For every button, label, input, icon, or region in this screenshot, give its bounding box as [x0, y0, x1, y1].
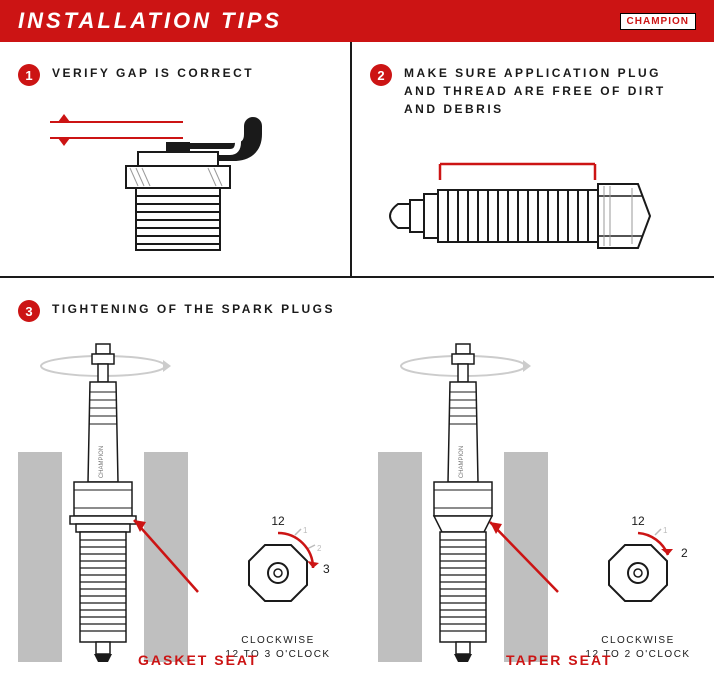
- step-1-panel: 1 VERIFY GAP IS CORRECT: [0, 42, 352, 276]
- step-3-badge: 3: [18, 300, 40, 322]
- gasket-dial: 12 3 1 2 CLOCKWISE 12: [218, 513, 338, 662]
- dial-2-label: 2: [681, 546, 688, 560]
- dial-3-label: 3: [323, 562, 330, 576]
- gasket-plug-svg: CHAMPION: [18, 342, 208, 662]
- taper-dial-svg: 12 2 1: [583, 513, 693, 623]
- step-2-panel: 2 MAKE SURE APPLICATION PLUG AND THREAD …: [352, 42, 714, 276]
- page-title: INSTALLATION TIPS: [18, 8, 282, 34]
- taper-seat-label: TAPER SEAT: [506, 652, 613, 668]
- gasket-dial-svg: 12 3 1 2: [223, 513, 333, 623]
- dial-12-label: 12: [271, 514, 285, 528]
- dial-12-label-r: 12: [631, 514, 645, 528]
- header-bar: INSTALLATION TIPS CHAMPION: [0, 0, 714, 42]
- step-3-panel: 3 TIGHTENING OF THE SPARK PLUGS: [0, 278, 714, 698]
- gap-svg: [18, 104, 334, 264]
- step-2-text: MAKE SURE APPLICATION PLUG AND THREAD AR…: [404, 64, 696, 118]
- top-row: 1 VERIFY GAP IS CORRECT: [0, 42, 714, 278]
- brand-logo: CHAMPION: [620, 13, 696, 30]
- svg-text:CHAMPION: CHAMPION: [459, 446, 465, 478]
- thread-diagram: [370, 146, 696, 291]
- step-2-head: 2 MAKE SURE APPLICATION PLUG AND THREAD …: [370, 64, 696, 118]
- thread-svg: [370, 146, 690, 286]
- svg-text:1: 1: [663, 526, 668, 535]
- step-1-head: 1 VERIFY GAP IS CORRECT: [18, 64, 332, 86]
- svg-text:CHAMPION: CHAMPION: [99, 446, 105, 478]
- step-3-text: TIGHTENING OF THE SPARK PLUGS: [52, 300, 335, 318]
- step-2-badge: 2: [370, 64, 392, 86]
- taper-clock-l1: CLOCKWISE: [578, 634, 698, 648]
- step-1-text: VERIFY GAP IS CORRECT: [52, 64, 254, 82]
- taper-dial: 12 2 1 CLOCKWISE 12 TO 2 O'CLOCK: [578, 513, 698, 662]
- taper-column: CHAMPION: [378, 342, 698, 662]
- gasket-clock-l1: CLOCKWISE: [218, 634, 338, 648]
- svg-text:2: 2: [317, 544, 322, 553]
- step-1-badge: 1: [18, 64, 40, 86]
- gasket-seat-label: GASKET SEAT: [138, 652, 259, 668]
- plugs-row: CHAMPION: [18, 342, 696, 662]
- step-3-head: 3 TIGHTENING OF THE SPARK PLUGS: [18, 300, 696, 322]
- taper-plug-svg: CHAMPION: [378, 342, 568, 662]
- gasket-column: CHAMPION: [18, 342, 338, 662]
- gap-diagram: [18, 104, 332, 269]
- svg-text:1: 1: [303, 526, 308, 535]
